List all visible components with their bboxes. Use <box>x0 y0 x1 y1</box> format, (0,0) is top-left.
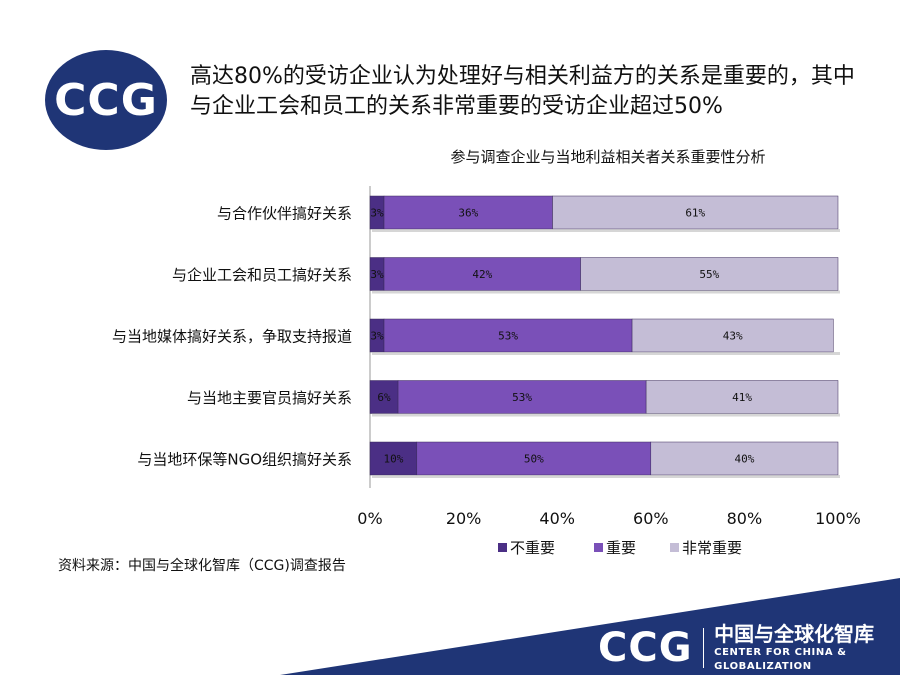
legend-swatch <box>670 543 679 552</box>
bar-segment <box>552 195 839 230</box>
category-label: 与当地主要官员搞好关系 <box>187 389 352 407</box>
legend-label: 重要 <box>606 539 636 557</box>
data-label: 40% <box>734 453 754 466</box>
bar-shadow <box>372 290 840 294</box>
bar-shadow <box>372 413 840 417</box>
data-label: 53% <box>512 391 532 404</box>
bar-shadow <box>372 352 840 355</box>
category-label: 与企业工会和员工搞好关系 <box>172 266 352 284</box>
headline: 高达80%的受访企业认为处理好与相关利益方的关系是重要的，其中与企业工会和员工的… <box>190 64 855 119</box>
x-tick-label: 0% <box>357 509 382 528</box>
footer-divider <box>702 628 705 668</box>
category-label: 与当地环保等NGO组织搞好关系 <box>137 451 352 469</box>
bar-shadow <box>372 475 840 478</box>
legend-label: 非常重要 <box>682 539 742 557</box>
footer-logo: CCG <box>598 625 693 671</box>
data-label: 3% <box>370 330 384 343</box>
category-label: 与合作伙伴搞好关系 <box>217 205 352 223</box>
bar-segment <box>645 380 839 414</box>
footer-org-cn: 中国与全球化智库 <box>714 622 875 646</box>
legend-label: 不重要 <box>510 539 555 557</box>
chart-title: 参与调查企业与当地利益相关者关系重要性分析 <box>450 148 765 166</box>
bar-segment <box>631 318 834 353</box>
legend-swatch <box>594 543 603 552</box>
data-label: 50% <box>524 453 544 466</box>
data-label: 41% <box>732 391 752 404</box>
source-note: 资料来源：中国与全球化智库（CCG)调查报告 <box>58 558 346 574</box>
x-tick-label: 100% <box>815 509 861 528</box>
bar-segment <box>397 380 647 414</box>
data-label: 43% <box>723 330 743 343</box>
bar-segment <box>369 380 399 414</box>
data-label: 55% <box>699 268 719 281</box>
x-tick-label: 20% <box>446 509 482 528</box>
ccg-logo-text: CCG <box>54 74 158 126</box>
data-label: 53% <box>498 330 518 343</box>
x-tick-label: 40% <box>539 509 575 528</box>
x-tick-label: 60% <box>633 509 669 528</box>
category-label: 与当地媒体搞好关系，争取支持报道 <box>112 328 352 346</box>
bar-shadow <box>372 229 840 232</box>
data-label: 3% <box>370 207 384 220</box>
bar-segment <box>383 257 581 291</box>
bar-segment <box>383 195 553 230</box>
footer-brand: CCG 中国与全球化智库 CENTER FOR CHINA & GLOBALIZ… <box>598 622 900 674</box>
data-label: 10% <box>383 453 403 466</box>
ccg-logo: CCG <box>45 50 167 150</box>
data-label: 36% <box>458 207 478 220</box>
footer-org-en: CENTER FOR CHINA & GLOBALIZATION <box>714 647 847 672</box>
bar-segment <box>369 441 418 476</box>
x-tick-label: 80% <box>727 509 763 528</box>
data-label: 42% <box>472 268 492 281</box>
legend-swatch <box>498 543 507 552</box>
data-label: 3% <box>370 268 384 281</box>
bar-segment <box>580 257 839 291</box>
data-label: 61% <box>685 207 705 220</box>
data-label: 6% <box>377 391 391 404</box>
bar-segment <box>650 441 839 476</box>
